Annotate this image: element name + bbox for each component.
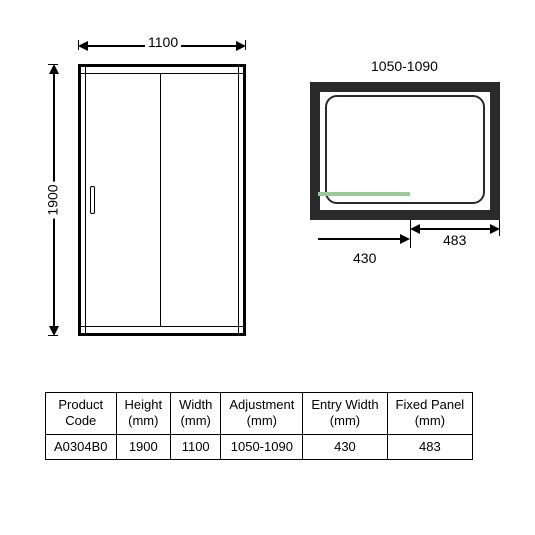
col-fixed-panel: Fixed Panel(mm) <box>387 393 473 435</box>
arrow-head <box>236 41 246 51</box>
top-fixed-label: 483 <box>440 232 469 248</box>
cell-fixed-panel: 483 <box>387 434 473 459</box>
col-height: Height(mm) <box>116 393 171 435</box>
cell-product-code: A0304B0 <box>46 434 117 459</box>
drawing-canvas: 1100 1900 1050-1090 430 483 ProductCode … <box>0 0 535 535</box>
col-width: Width(mm) <box>171 393 221 435</box>
cell-entry-width: 430 <box>303 434 387 459</box>
table-row: A0304B0 1900 1100 1050-1090 430 483 <box>46 434 473 459</box>
arrow-head <box>410 224 420 234</box>
front-right-stile <box>238 66 244 334</box>
col-product-code: ProductCode <box>46 393 117 435</box>
arrow-head <box>78 41 88 51</box>
dim-line-fixed <box>412 228 498 230</box>
col-entry-width: Entry Width(mm) <box>303 393 387 435</box>
top-entry-label: 430 <box>350 250 379 266</box>
door-handle <box>90 186 95 214</box>
spec-table: ProductCode Height(mm) Width(mm) Adjustm… <box>45 392 473 460</box>
dim-line-entry <box>318 238 408 240</box>
front-bottom-rail <box>80 326 244 334</box>
cell-adjustment: 1050-1090 <box>221 434 303 459</box>
front-left-stile <box>80 66 86 334</box>
arrow-head <box>400 234 410 244</box>
front-top-rail <box>80 66 244 74</box>
front-width-label: 1100 <box>145 34 181 50</box>
front-height-label: 1900 <box>45 181 61 218</box>
top-slider-bar <box>318 192 410 196</box>
top-range-label: 1050-1090 <box>368 58 441 74</box>
cell-height: 1900 <box>116 434 171 459</box>
front-divider <box>160 74 161 326</box>
col-adjustment: Adjustment(mm) <box>221 393 303 435</box>
front-frame-outer <box>78 64 246 336</box>
arrow-head <box>49 326 59 336</box>
table-header-row: ProductCode Height(mm) Width(mm) Adjustm… <box>46 393 473 435</box>
cell-width: 1100 <box>171 434 221 459</box>
arrow-head <box>49 64 59 74</box>
dim-tick <box>499 220 500 236</box>
top-view-inner <box>325 95 485 204</box>
